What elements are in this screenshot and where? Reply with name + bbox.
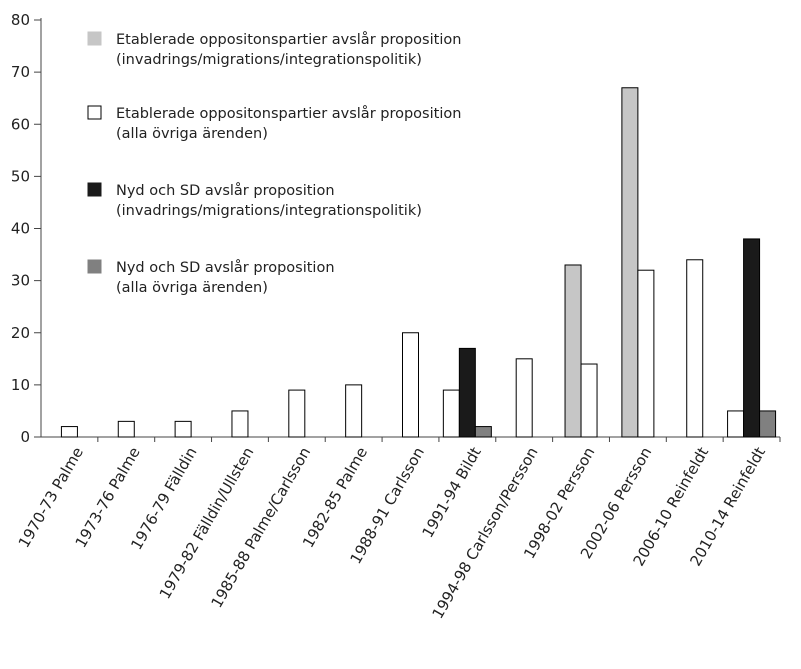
bar-series-1 [564,264,582,438]
legend-label: Nyd och SD avslår proposition [116,182,335,199]
legend-swatch [87,182,102,197]
legend-label: Etablerade oppositonspartier avslår prop… [116,105,461,122]
y-tick-label: 30 [11,272,30,290]
legend-swatch [87,259,102,274]
legend-label-sub: (invadrings/migrations/integrationspolit… [116,203,422,219]
bar-series-2 [637,269,655,438]
bar-series-2 [288,389,306,438]
bar-series-2 [345,384,363,438]
bar-series-2 [402,332,419,438]
bars [60,87,777,438]
bar-series-3 [458,347,476,438]
bar-series-1 [621,87,639,438]
legend-swatch [87,31,102,46]
bar-series-2 [580,363,598,438]
legend-label-sub: (invadrings/migrations/integrationspolit… [116,52,422,68]
bar-series-2 [60,426,78,438]
bar-series-3 [743,238,761,438]
bar-series-2 [442,389,460,438]
y-tick-label: 10 [11,376,30,394]
y-tick-label: 70 [11,63,30,81]
legend: Etablerade oppositonspartier avslår prop… [87,31,461,296]
y-tick-label: 80 [11,11,30,29]
category-label: 1991-94 Bildt [418,444,484,541]
legend-label: Nyd och SD avslår proposition [116,259,335,276]
legend-label-sub: (alla övriga ärenden) [116,126,268,142]
legend-label-sub: (alla övriga ärenden) [116,280,268,296]
bar-series-4 [759,410,777,438]
legend-label: Etablerade oppositonspartier avslår prop… [116,31,461,48]
bar-series-4 [474,426,492,438]
bar-series-2 [117,420,135,438]
y-tick-label: 20 [11,324,30,342]
bar-series-2 [231,410,249,438]
y-tick-label: 0 [20,428,30,446]
bar-series-2 [727,410,745,438]
y-tick-label: 50 [11,167,30,185]
y-tick-label: 60 [11,115,30,133]
category-label: 1985-88 Palme/Carlsson [207,444,314,611]
category-label: 1994-98 Carlsson/Persson [429,444,542,622]
legend-swatch [87,105,102,120]
bar-series-2 [174,420,192,438]
bar-series-2 [686,259,704,438]
bar-series-2 [515,358,533,438]
y-tick-label: 40 [11,220,30,238]
